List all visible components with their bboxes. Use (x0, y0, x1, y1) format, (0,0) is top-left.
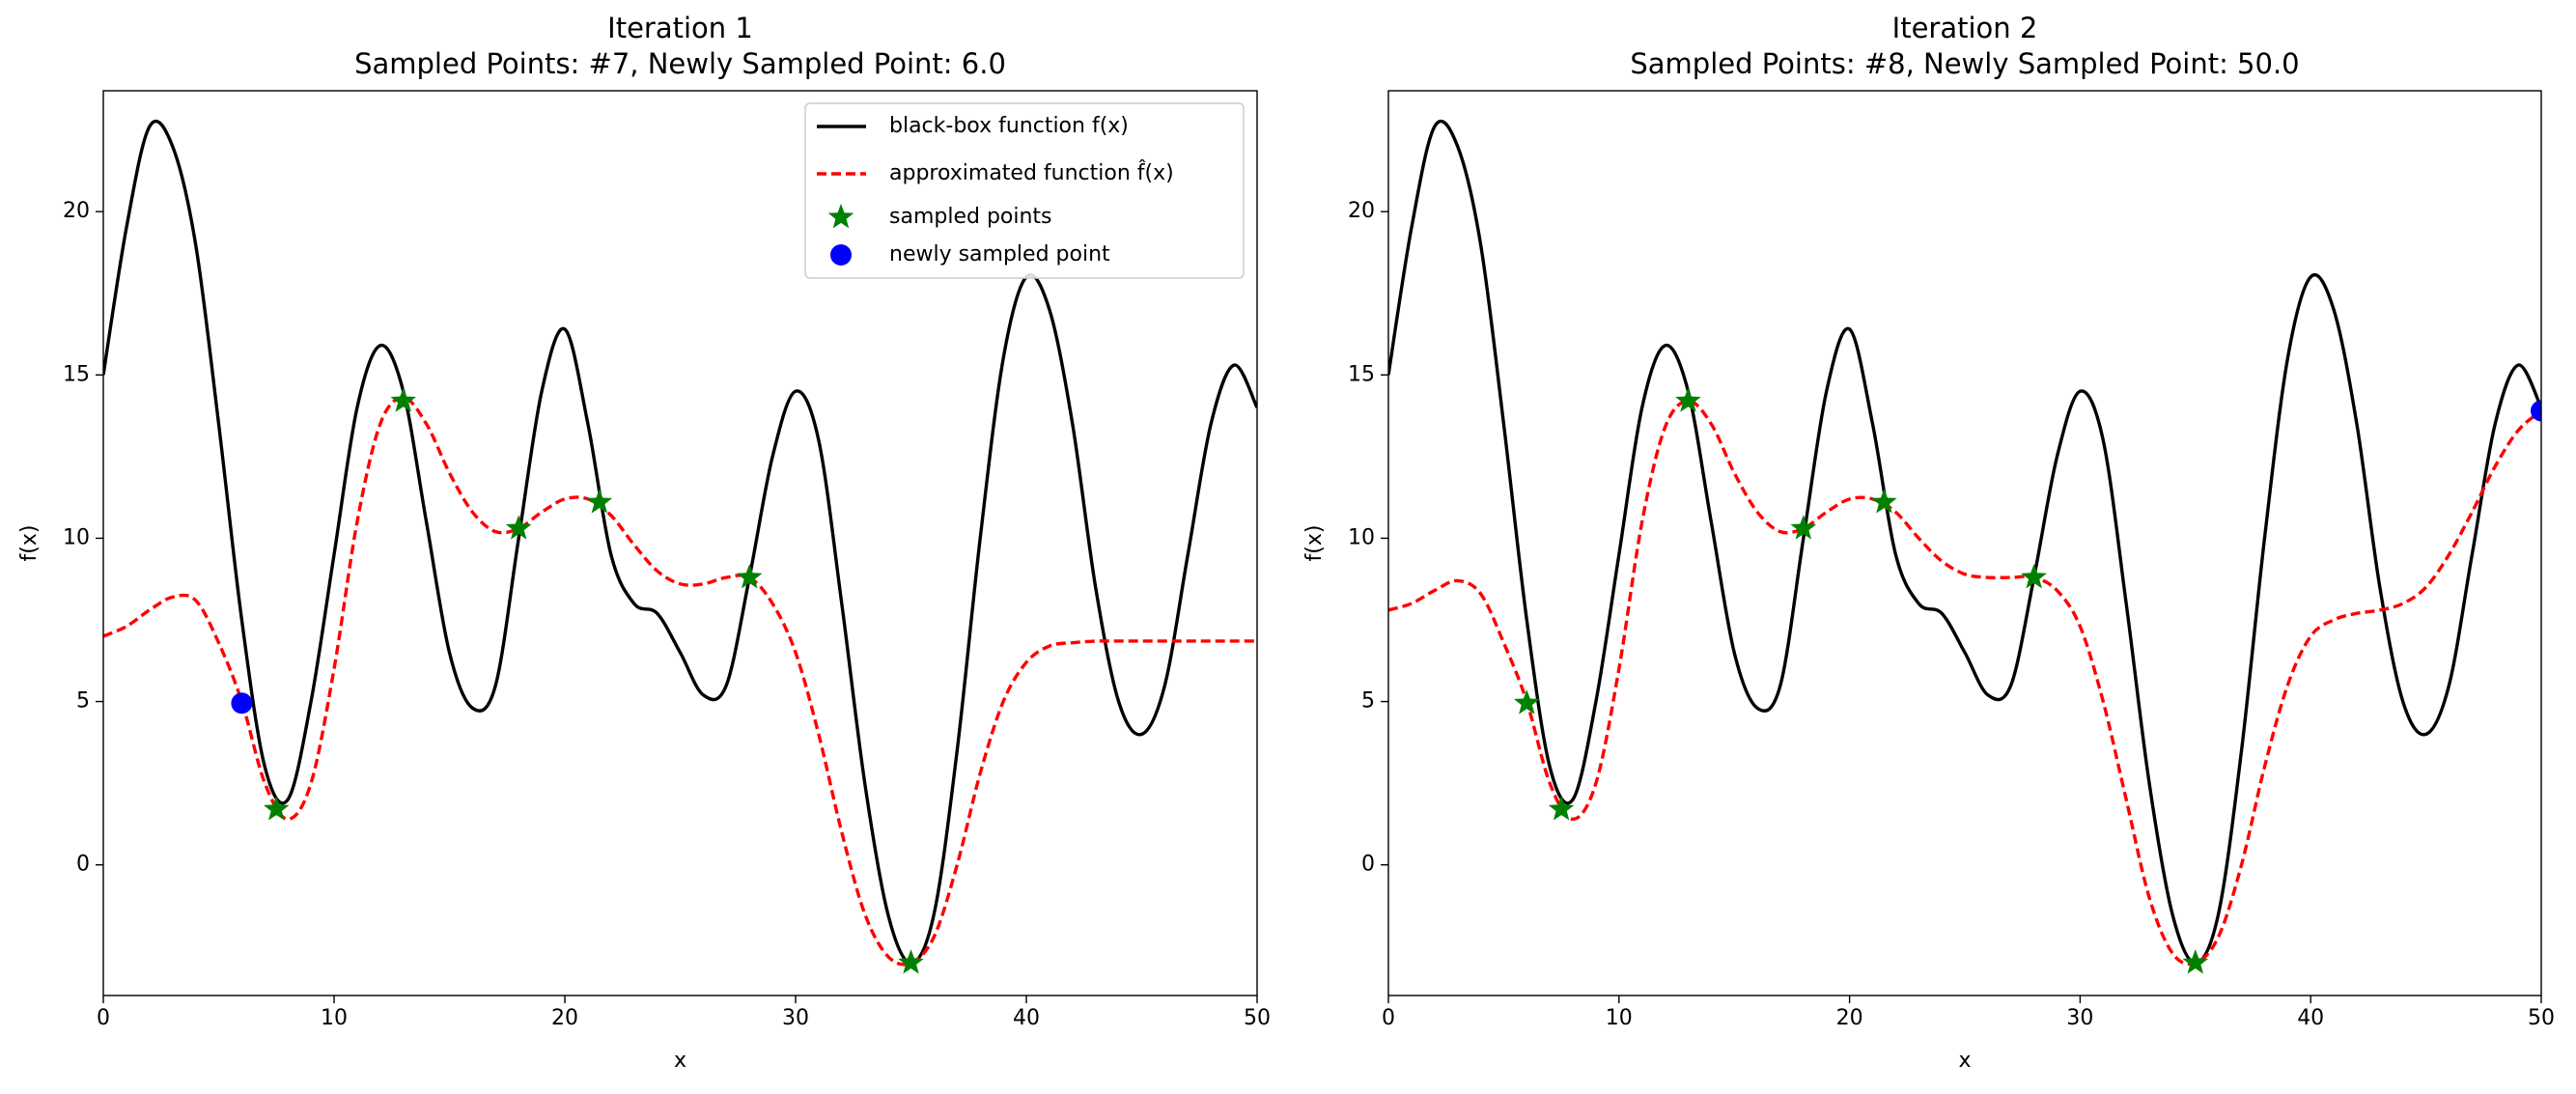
sampled-point (586, 489, 613, 514)
legend-label: sampled points (889, 205, 1052, 229)
x-tick-label: 30 (782, 1006, 809, 1030)
legend: black-box function f(x) approximated func… (804, 102, 1245, 279)
sampled-point (2182, 949, 2209, 974)
chart-subtitle: Sampled Points: #7, Newly Sampled Point:… (354, 47, 1006, 80)
sampled-point (2021, 564, 2047, 589)
y-tick-label: 0 (76, 853, 90, 877)
sampled-point (390, 387, 417, 412)
function-line (1388, 119, 2541, 965)
sampled-point (1871, 489, 1897, 514)
sampled-point (736, 564, 763, 589)
plot-frame (102, 90, 1258, 996)
sampled-point (1790, 515, 1817, 540)
new-point (231, 692, 253, 715)
legend-box (804, 102, 1245, 279)
legend-label: approximated function f̂(x) (889, 160, 1174, 185)
sampled-point (1513, 689, 1540, 715)
function-line (1388, 399, 2541, 967)
chart-subtitle: Sampled Points: #8, Newly Sampled Point:… (1630, 47, 2299, 80)
x-tick-label: 50 (2528, 1006, 2555, 1030)
legend-label: black-box function f(x) (889, 114, 1129, 138)
x-tick-label: 10 (321, 1006, 348, 1030)
y-tick-label: 20 (63, 199, 90, 223)
y-tick-label: 10 (1348, 525, 1375, 549)
x-tick-label: 0 (97, 1006, 110, 1030)
y-tick-label: 5 (76, 689, 90, 714)
legend-marker (830, 244, 852, 266)
x-tick-label: 30 (2066, 1006, 2093, 1030)
sampled-point (263, 796, 290, 821)
function-line (103, 119, 1257, 965)
sampled-point (505, 515, 532, 540)
legend-marker (827, 204, 854, 229)
new-point (2531, 400, 2541, 422)
x-axis-label: x (674, 1049, 686, 1073)
y-axis-label: f(x) (17, 525, 42, 562)
chart-title: Iteration 2 (1892, 12, 2038, 44)
plot-frame (1387, 90, 2542, 996)
y-tick-label: 20 (1348, 199, 1375, 223)
x-tick-label: 40 (2297, 1006, 2324, 1030)
plot-area (1388, 119, 2541, 974)
x-tick-label: 10 (1606, 1006, 1633, 1030)
x-axis-label: x (1958, 1049, 1971, 1073)
y-tick-label: 15 (1348, 362, 1375, 386)
y-tick-label: 10 (63, 525, 90, 549)
function-line (103, 396, 1257, 967)
y-axis-label: f(x) (1302, 525, 1327, 562)
y-tick-label: 15 (63, 362, 90, 386)
chart-title: Iteration 1 (607, 12, 753, 44)
plot-area (103, 119, 1257, 974)
y-tick-label: 0 (1361, 853, 1375, 877)
x-tick-label: 20 (1836, 1006, 1863, 1030)
sampled-point (898, 949, 924, 974)
legend-label: newly sampled point (889, 242, 1110, 266)
sampled-point (1548, 796, 1575, 821)
x-tick-label: 20 (551, 1006, 578, 1030)
x-tick-label: 0 (1382, 1006, 1395, 1030)
x-tick-label: 40 (1013, 1006, 1040, 1030)
y-tick-label: 5 (1361, 689, 1375, 714)
sampled-point (1675, 387, 1701, 412)
x-tick-label: 50 (1244, 1006, 1271, 1030)
